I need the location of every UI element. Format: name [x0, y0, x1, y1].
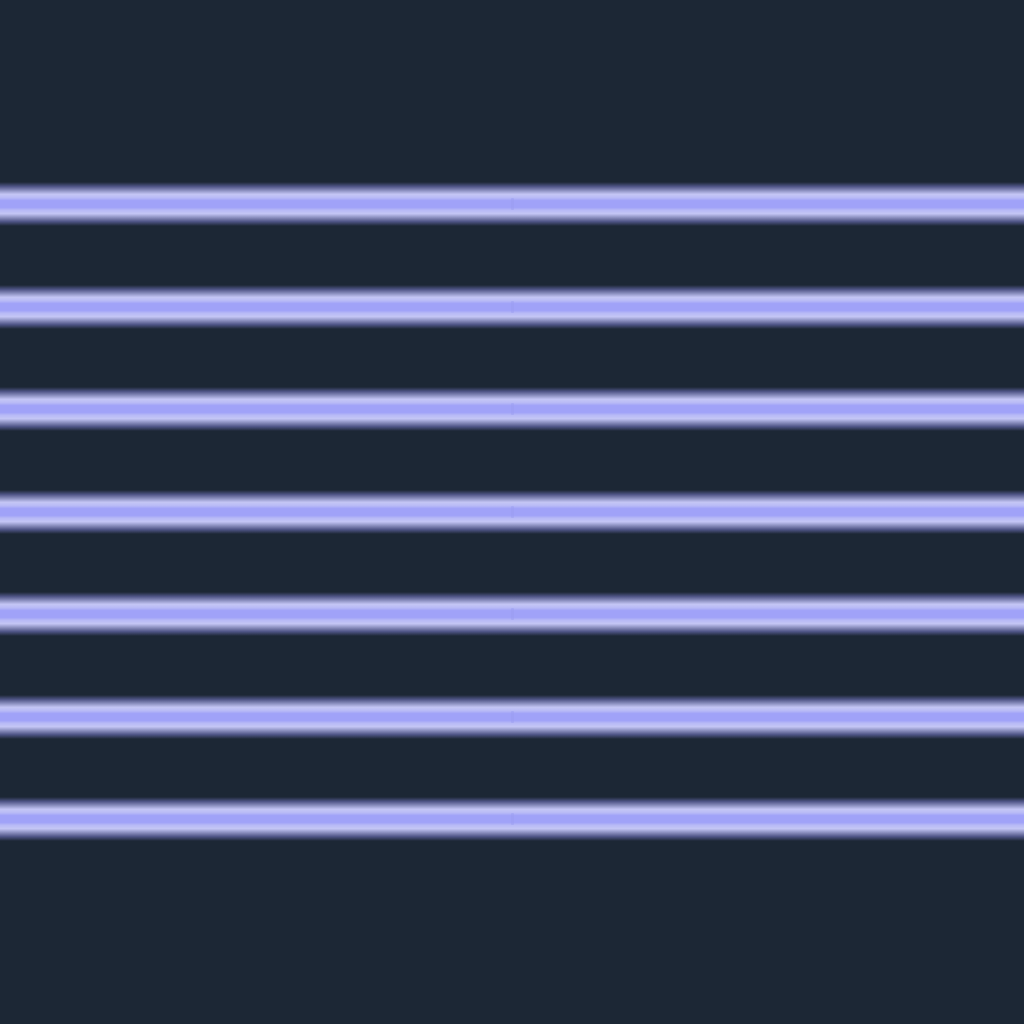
stripe-6 [0, 695, 1024, 739]
stripe-4 [0, 490, 1024, 534]
stripe-seam [511, 403, 514, 415]
stripe-1 [0, 182, 1024, 226]
stripe-2 [0, 285, 1024, 329]
stripe-seam [511, 711, 514, 723]
stripe-seam [511, 198, 514, 210]
stripe-seam [511, 506, 514, 518]
stripe-7 [0, 797, 1024, 841]
stripe-seam [511, 608, 514, 620]
stripe-3 [0, 387, 1024, 431]
stripe-seam [511, 813, 514, 825]
stripe-seam [511, 301, 514, 313]
stripe-5 [0, 592, 1024, 636]
